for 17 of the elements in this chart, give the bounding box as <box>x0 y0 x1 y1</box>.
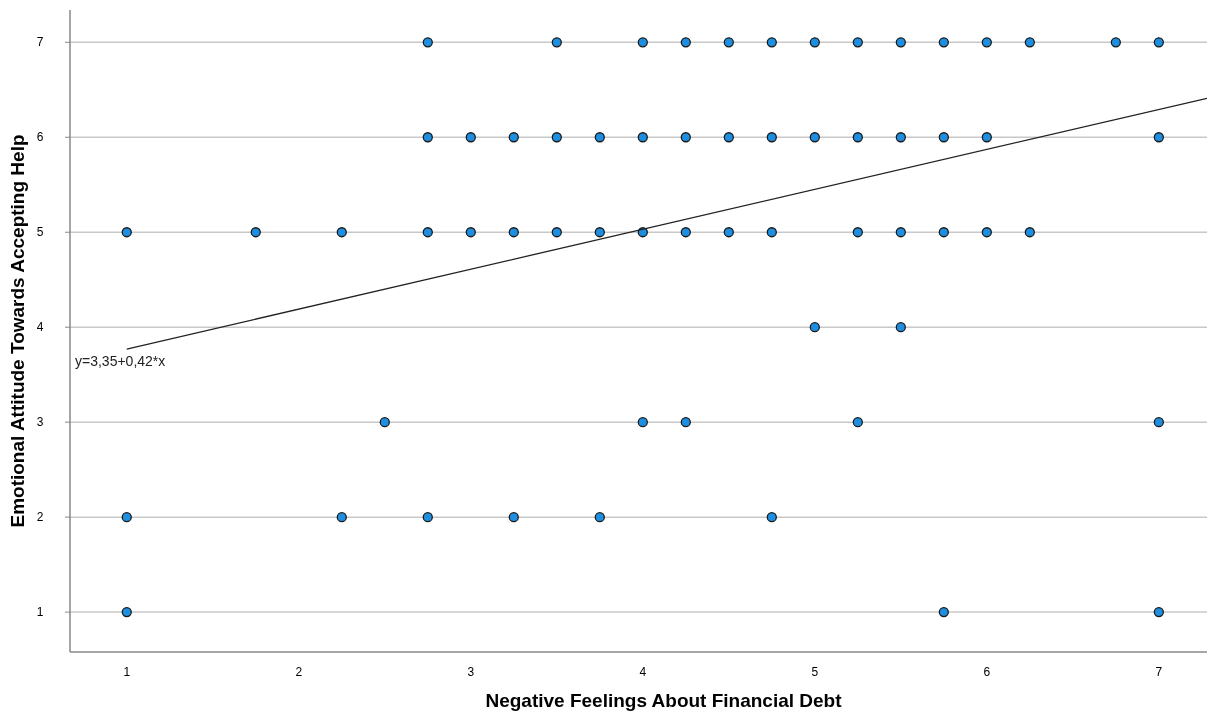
y-tick-label: 7 <box>36 35 44 50</box>
y-tick-label: 5 <box>36 225 44 240</box>
x-tick-label: 7 <box>1155 665 1163 680</box>
y-tick-label: 2 <box>36 510 44 525</box>
y-axis-title: Emotional Attitude Towards Accepting Help <box>7 134 28 528</box>
y-tick-label: 3 <box>36 415 44 430</box>
x-tick-label: 1 <box>123 665 131 680</box>
x-tick-label: 4 <box>639 665 647 680</box>
y-tick-label: 6 <box>36 130 44 145</box>
y-tick-label: 4 <box>36 320 44 335</box>
x-axis-title: Negative Feelings About Financial Debt <box>485 690 843 711</box>
annotation: y=3,35+0,42*x <box>75 352 166 369</box>
x-tick-label: 2 <box>295 665 303 680</box>
x-tick-label: 6 <box>983 665 991 680</box>
y-tick-label: 1 <box>36 605 44 620</box>
x-tick-label: 5 <box>811 665 819 680</box>
x-tick-label: 3 <box>467 665 475 680</box>
